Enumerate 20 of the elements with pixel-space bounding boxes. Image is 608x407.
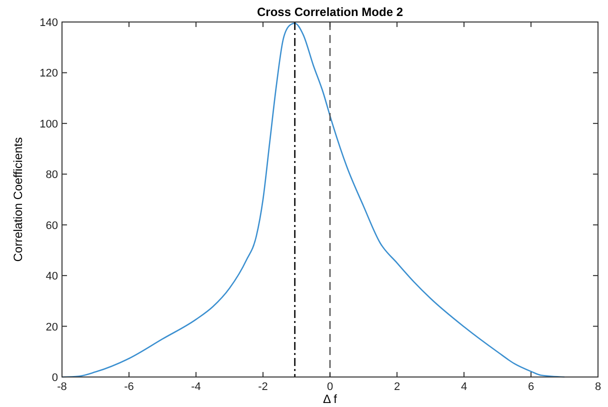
x-tick-label: -4 — [191, 381, 201, 393]
y-tick-label: 0 — [52, 372, 58, 384]
x-tick-label: -8 — [57, 381, 67, 393]
y-tick-label: 120 — [40, 68, 58, 80]
y-tick-label: 140 — [40, 17, 58, 29]
y-tick-label: 20 — [46, 321, 58, 334]
chart-title: Cross Correlation Mode 2 — [256, 5, 404, 19]
x-tick-label: 4 — [460, 381, 468, 393]
y-tick-label: 60 — [46, 220, 58, 232]
x-tick-label: 8 — [594, 381, 602, 393]
x-tick-label: 0 — [326, 381, 334, 393]
x-axis-title: Δ f — [322, 392, 338, 406]
y-tick-label: 100 — [40, 118, 58, 130]
x-tick-label: -2 — [258, 381, 268, 393]
x-tick-label: 2 — [394, 381, 400, 393]
x-tick-label: 6 — [528, 381, 534, 393]
x-tick-label: -6 — [124, 381, 134, 393]
y-tick-label: 40 — [46, 270, 58, 283]
y-axis-title: Correlation Coefficients — [11, 137, 25, 262]
y-tick-label: 80 — [46, 169, 58, 182]
